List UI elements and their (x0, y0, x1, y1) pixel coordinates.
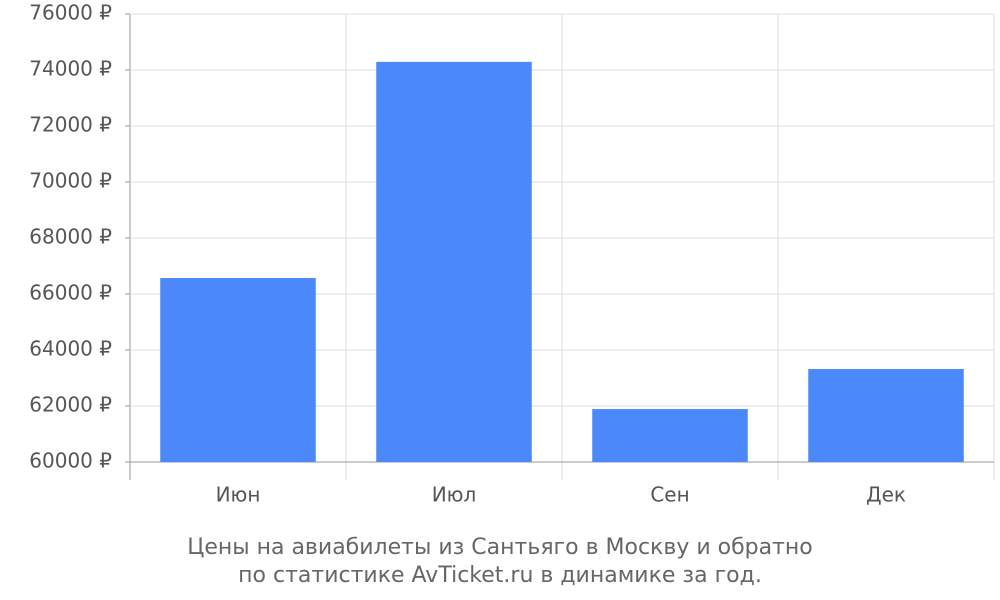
y-tick-label: 64000 ₽ (29, 337, 112, 361)
caption-line: Цены на авиабилеты из Сантьяго в Москву … (187, 535, 813, 560)
y-tick-label: 62000 ₽ (29, 393, 112, 417)
x-tick-label: Июл (432, 483, 477, 507)
bar (376, 61, 532, 462)
y-tick-label: 60000 ₽ (29, 449, 112, 473)
y-tick-label: 70000 ₽ (29, 169, 112, 193)
caption-line: по статистике AvTicket.ru в динамике за … (238, 563, 762, 588)
y-tick-label: 72000 ₽ (29, 113, 112, 137)
bar (808, 369, 964, 462)
x-tick-label: Сен (650, 483, 689, 507)
y-tick-label: 76000 ₽ (29, 1, 112, 25)
x-tick-label: Дек (866, 483, 906, 507)
bar (160, 278, 316, 462)
y-tick-label: 74000 ₽ (29, 57, 112, 81)
x-tick-label: Июн (216, 483, 261, 507)
y-tick-label: 66000 ₽ (29, 281, 112, 305)
bar (592, 409, 748, 462)
y-tick-label: 68000 ₽ (29, 225, 112, 249)
